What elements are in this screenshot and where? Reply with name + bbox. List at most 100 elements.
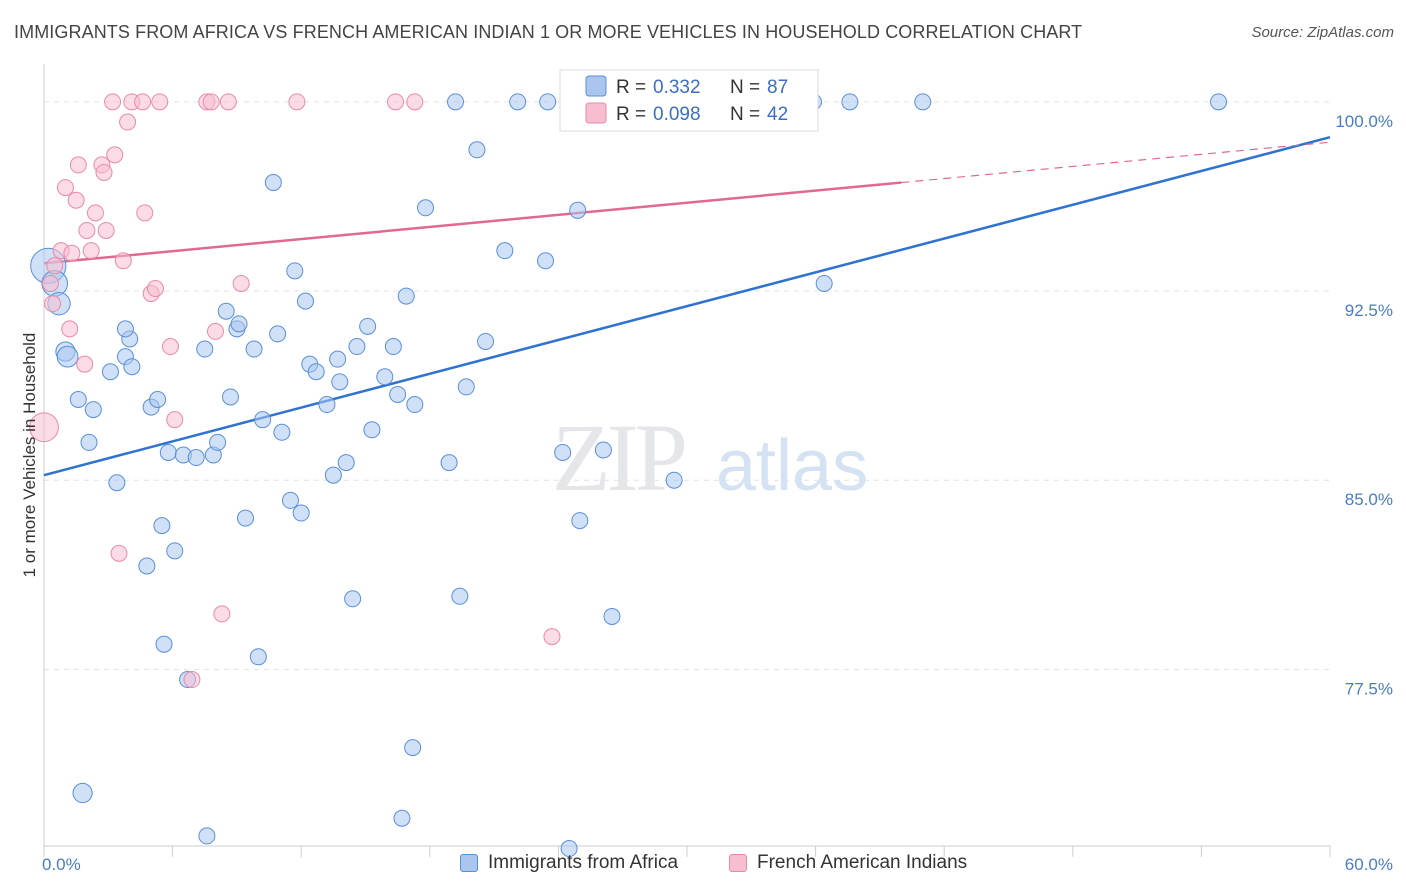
point-blue-63 [447, 93, 465, 111]
point-pink-16 [104, 93, 122, 111]
point-blue-6 [80, 433, 98, 451]
point-blue-66 [468, 141, 486, 159]
point-blue-72 [554, 443, 572, 461]
point-blue-41 [292, 504, 310, 522]
point-pink-32 [206, 322, 224, 340]
point-blue-48 [331, 373, 349, 391]
point-blue-49 [337, 454, 355, 472]
point-pink-17 [106, 146, 124, 164]
point-blue-57 [393, 809, 411, 827]
watermark-atlas: atlas [716, 426, 868, 506]
point-blue-47 [329, 350, 347, 368]
point-blue-83 [841, 93, 859, 111]
y-tick-label-2: 92.5% [1345, 301, 1393, 320]
legend-swatch-french-american-indians [729, 854, 747, 872]
point-blue-68 [496, 242, 514, 260]
legend-swatch-blue [585, 75, 607, 97]
legend-label-immigrants-from-africa: Immigrants from Africa [488, 852, 679, 873]
point-pink-5 [61, 320, 79, 338]
point-blue-82 [815, 274, 833, 292]
y-tick-label-1: 85.0% [1345, 490, 1393, 509]
trend-line-pink-dashed [901, 141, 1331, 184]
point-blue-75 [571, 512, 589, 530]
x-tick-labels: 0.0% 60.0% [42, 855, 1393, 874]
point-pink-12 [86, 204, 104, 222]
point-blue-7 [84, 401, 102, 419]
point-blue-33 [245, 340, 263, 358]
point-blue-76 [594, 441, 612, 459]
legend-label-french-american-indians: French American Indians [757, 852, 968, 873]
point-blue-34 [249, 648, 267, 666]
point-blue-14 [138, 557, 156, 575]
data-points [29, 93, 1228, 858]
legend-swatch-immigrants-from-africa [460, 854, 478, 872]
legend-n-value-blue: 87 [767, 77, 788, 98]
point-pink-39 [543, 628, 561, 646]
point-blue-36 [264, 174, 282, 192]
point-blue-86 [72, 782, 93, 804]
point-blue-62 [440, 454, 458, 472]
legend-n-label-pink: N = [730, 104, 760, 125]
point-pink-0 [29, 412, 59, 443]
point-blue-45 [318, 396, 336, 414]
point-blue-56 [389, 385, 407, 403]
point-pink-34 [219, 93, 237, 111]
point-blue-23 [187, 449, 205, 467]
point-blue-27 [209, 433, 227, 451]
point-blue-38 [273, 423, 291, 441]
source-credit: Source: ZipAtlas.com [1251, 24, 1394, 41]
point-blue-52 [359, 317, 377, 335]
axes [43, 64, 1331, 857]
point-blue-50 [344, 590, 362, 608]
point-blue-71 [539, 93, 557, 111]
point-blue-60 [406, 396, 424, 414]
point-blue-19 [159, 443, 177, 461]
point-blue-31 [230, 315, 248, 333]
point-blue-69 [509, 93, 527, 111]
point-blue-54 [376, 368, 394, 386]
trend-lines [43, 135, 1331, 477]
point-blue-39 [281, 491, 299, 509]
x-tick-label-1: 60.0% [1345, 855, 1393, 874]
point-blue-70 [537, 252, 555, 270]
point-pink-41 [46, 257, 64, 275]
point-pink-14 [95, 163, 113, 181]
point-pink-7 [67, 191, 85, 209]
legend-r-label-pink: R = [616, 104, 646, 125]
chart-title: IMMIGRANTS FROM AFRICA VS FRENCH AMERICA… [14, 22, 1083, 42]
point-blue-74 [569, 201, 587, 219]
point-blue-65 [457, 378, 475, 396]
point-blue-35 [254, 411, 272, 429]
point-blue-84 [914, 93, 932, 111]
point-pink-28 [166, 411, 184, 429]
trend-line-pink [43, 181, 902, 265]
y-tick-label-0: 77.5% [1345, 679, 1393, 698]
watermark-zip: ZIP [552, 404, 685, 511]
point-pink-26 [151, 93, 169, 111]
point-blue-16 [149, 391, 167, 409]
point-pink-38 [406, 93, 424, 111]
point-blue-24 [196, 340, 214, 358]
point-blue-8 [101, 363, 119, 381]
watermark: ZIP atlas [552, 404, 868, 511]
legend-swatch-pink [585, 102, 607, 124]
point-blue-61 [417, 199, 435, 217]
point-pink-20 [119, 113, 137, 131]
point-blue-13 [123, 358, 141, 376]
point-blue-51 [348, 338, 366, 356]
legend-r-value-pink: 0.098 [653, 104, 701, 125]
point-pink-9 [76, 355, 94, 373]
point-blue-4 [56, 345, 79, 368]
point-pink-1 [41, 274, 59, 292]
legend-n-label-blue: N = [730, 77, 760, 98]
point-blue-53 [363, 421, 381, 439]
point-blue-55 [384, 338, 402, 356]
legend-r-label-blue: R = [616, 77, 646, 98]
point-pink-35 [232, 274, 250, 292]
point-blue-85 [1210, 93, 1228, 111]
point-pink-2 [44, 295, 62, 313]
point-pink-27 [161, 338, 179, 356]
point-pink-19 [114, 252, 132, 270]
point-pink-15 [97, 221, 115, 239]
